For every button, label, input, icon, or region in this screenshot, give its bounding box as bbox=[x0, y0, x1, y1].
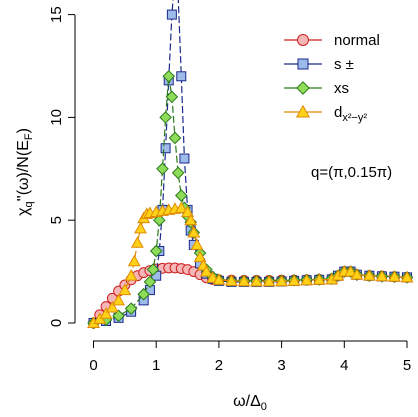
data-point bbox=[250, 274, 263, 287]
data-point bbox=[190, 238, 204, 250]
series-0 bbox=[88, 262, 413, 329]
series-3 bbox=[87, 201, 414, 328]
data-point bbox=[166, 9, 177, 20]
legend-marker bbox=[297, 34, 309, 46]
data-point bbox=[160, 143, 171, 154]
x-tick-label: 2 bbox=[215, 357, 223, 374]
data-point bbox=[105, 300, 119, 313]
legend-label: normal bbox=[334, 32, 380, 49]
x-tick-label: 5 bbox=[403, 357, 411, 374]
data-point bbox=[184, 213, 198, 226]
x-tick-label: 1 bbox=[152, 357, 160, 374]
legend: normal s ± xs dx²−y² bbox=[284, 32, 380, 124]
data-point bbox=[112, 293, 126, 306]
data-point bbox=[168, 131, 182, 145]
data-point bbox=[237, 274, 251, 287]
legend-marker bbox=[296, 81, 310, 95]
y-axis-label: χq''(ω)/N(EF) bbox=[15, 128, 35, 216]
y-tick-label: 5 bbox=[48, 216, 65, 224]
series-layer bbox=[87, 0, 414, 330]
data-point bbox=[153, 213, 166, 227]
ticks-layer: 0 1 2 3 4 5 0 5 10 15 bbox=[48, 6, 411, 374]
data-point bbox=[287, 274, 301, 286]
data-point bbox=[176, 71, 187, 82]
data-point bbox=[181, 205, 194, 217]
data-point bbox=[99, 307, 113, 319]
data-point bbox=[262, 274, 276, 287]
data-point bbox=[193, 250, 207, 263]
legend-item: s ± bbox=[284, 56, 354, 73]
data-point bbox=[165, 90, 179, 104]
data-point bbox=[275, 274, 289, 287]
data-point bbox=[350, 268, 364, 280]
y-tick-label: 0 bbox=[48, 319, 65, 327]
legend-marker bbox=[297, 58, 309, 70]
data-point bbox=[137, 287, 150, 301]
data-point bbox=[130, 236, 144, 248]
x-tick-label: 3 bbox=[277, 357, 285, 374]
x-axis-label: ω/Δ0 bbox=[233, 393, 267, 413]
data-point bbox=[143, 275, 157, 289]
data-point bbox=[225, 274, 238, 286]
legend-item: normal bbox=[284, 32, 380, 49]
annotation-q: q=(π,0.15π) bbox=[311, 164, 392, 181]
data-point bbox=[179, 153, 190, 164]
data-point bbox=[344, 264, 357, 277]
data-point bbox=[400, 270, 414, 283]
axes-layer bbox=[74, 15, 407, 342]
data-point bbox=[362, 269, 376, 281]
legend-label: s ± bbox=[334, 56, 354, 73]
data-point bbox=[171, 166, 185, 180]
data-point bbox=[124, 302, 138, 315]
data-point bbox=[159, 111, 172, 124]
data-point bbox=[118, 283, 132, 296]
y-tick-label: 10 bbox=[48, 109, 65, 126]
data-point bbox=[156, 162, 169, 176]
y-tick-label: 15 bbox=[48, 6, 65, 23]
data-point bbox=[124, 269, 138, 281]
data-point bbox=[112, 309, 125, 323]
data-point bbox=[187, 225, 201, 238]
data-point bbox=[388, 270, 401, 282]
data-point bbox=[134, 221, 147, 234]
x-tick-label: 4 bbox=[340, 357, 348, 374]
data-point bbox=[375, 269, 389, 282]
legend-item: xs bbox=[284, 80, 349, 97]
data-point bbox=[162, 69, 176, 83]
data-point bbox=[146, 263, 160, 276]
data-point bbox=[300, 273, 314, 286]
data-point bbox=[174, 201, 188, 213]
data-point bbox=[312, 273, 326, 285]
data-point bbox=[212, 273, 226, 285]
legend-item: dx²−y² bbox=[284, 104, 367, 124]
data-point bbox=[149, 244, 163, 258]
legend-label: dx²−y² bbox=[334, 104, 367, 124]
series-2 bbox=[87, 69, 414, 330]
data-point bbox=[199, 264, 213, 277]
x-tick-label: 0 bbox=[89, 357, 97, 374]
legend-label: xs bbox=[334, 80, 349, 97]
data-point bbox=[174, 189, 188, 202]
data-point bbox=[127, 254, 141, 267]
legend-marker bbox=[295, 104, 311, 118]
